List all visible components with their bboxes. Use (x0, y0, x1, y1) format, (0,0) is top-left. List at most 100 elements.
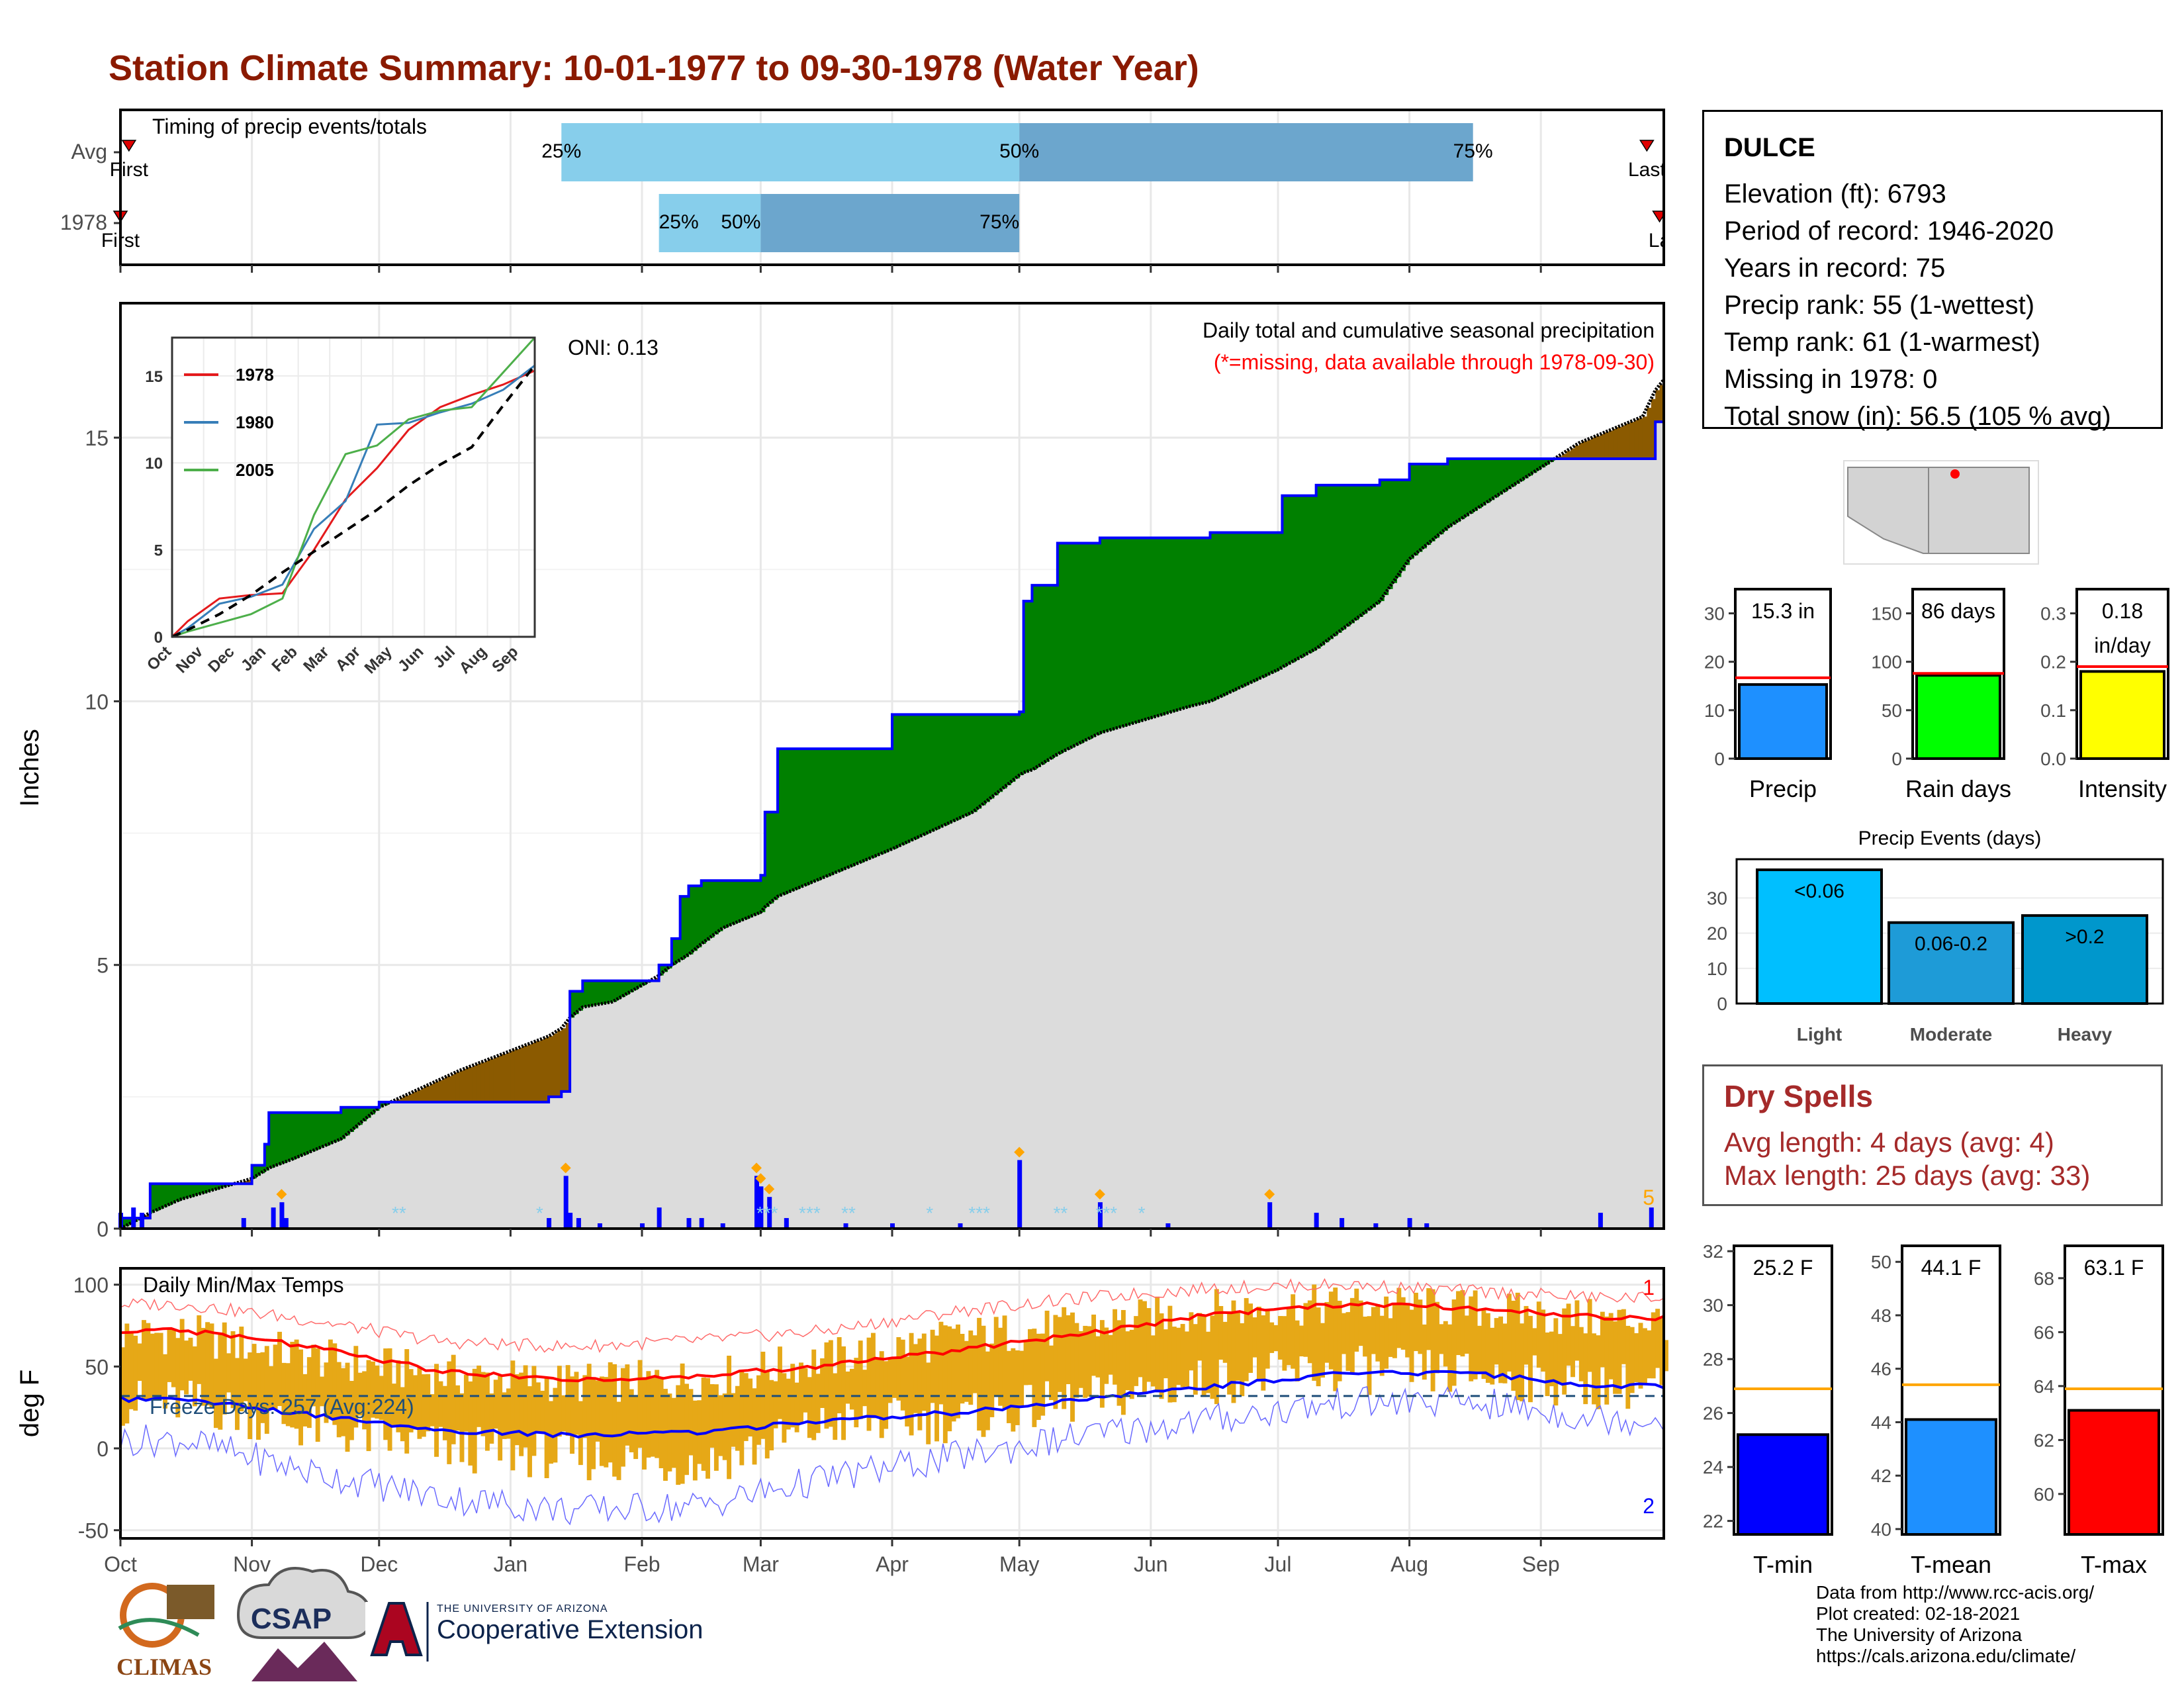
daily-temp-bar (213, 1358, 218, 1429)
below-avg-area (527, 1044, 533, 1102)
above-avg-area (1015, 714, 1020, 779)
daily-temp-bar (226, 1353, 232, 1393)
daily-temp-bar (1218, 1305, 1224, 1360)
below-avg-area (1604, 432, 1610, 459)
daily-temp-bar (349, 1381, 354, 1440)
below-avg-area (463, 1068, 469, 1102)
above-avg-area (884, 749, 889, 853)
daily-temp-bar (752, 1388, 757, 1465)
above-avg-area (1337, 485, 1342, 633)
above-avg-area (989, 714, 995, 799)
above-avg-area (209, 1184, 214, 1192)
daily-temp-bar (1142, 1301, 1147, 1394)
t-mean-tick-label: 44 (1871, 1412, 1891, 1432)
above-avg-area (1159, 538, 1164, 716)
daily-temp-bar (938, 1321, 944, 1405)
daily-temp-bar (1269, 1322, 1275, 1353)
above-avg-area (760, 875, 766, 913)
daily-temp-bar (306, 1357, 312, 1429)
above-avg-area (595, 980, 600, 1006)
snow-marker: ** (841, 1203, 856, 1223)
daily-temp-bar (124, 1323, 130, 1424)
above-avg-area (218, 1184, 223, 1189)
daily-temp-bar (1647, 1330, 1652, 1379)
above-avg-area (1057, 543, 1062, 755)
above-avg-area (1011, 714, 1016, 782)
above-avg-area (1342, 485, 1347, 630)
daily-temp-bar (934, 1335, 939, 1442)
below-avg-area (1638, 418, 1643, 459)
below-avg-area (1625, 423, 1631, 459)
daily-temp-bar (815, 1374, 821, 1433)
daily-temp-bar (642, 1377, 647, 1470)
daily-temp-bar (1604, 1316, 1610, 1405)
daily-precip-bar (131, 1207, 136, 1229)
daily-temp-bar (218, 1335, 223, 1430)
above-avg-area (879, 749, 884, 855)
uaz-extension-logo: THE UNIVERSITY OF ARIZONA Cooperative Ex… (437, 1603, 703, 1645)
below-avg-area (510, 1051, 516, 1102)
daily-temp-bar (968, 1330, 974, 1405)
events-category-label: Light (1797, 1024, 1842, 1045)
below-avg-area (1596, 436, 1601, 459)
snow-marker: *** (968, 1203, 990, 1223)
inset-series-1980 (171, 364, 535, 638)
daily-temp-bar (811, 1349, 817, 1440)
above-avg-area (1113, 538, 1118, 729)
station-snow: Total snow (in): 56.5 (105 % avg) (1724, 402, 2111, 431)
t-max-title: T-max (2081, 1551, 2147, 1578)
daily-temp-bar (713, 1384, 719, 1471)
intensity-value-label: 0.18 (2102, 599, 2143, 623)
below-avg-area (426, 1086, 431, 1102)
timing-p75-label: 75% (979, 211, 1019, 233)
daily-temp-bar (917, 1338, 923, 1430)
above-avg-area (1006, 714, 1011, 786)
daily-temp-bar (1231, 1300, 1236, 1403)
above-avg-area (591, 980, 596, 1006)
below-avg-area (655, 978, 660, 981)
daily-precip-bar (1097, 1202, 1103, 1229)
daily-temp-bar (972, 1335, 978, 1393)
above-avg-area (197, 1184, 202, 1195)
above-avg-area (1138, 538, 1143, 722)
credit-plot-created: Plot created: 02-18-2021 (1816, 1603, 2021, 1624)
daily-precip-bar (758, 1186, 764, 1229)
month-tick-label: Sep (1522, 1552, 1560, 1576)
daily-temp-bar (956, 1324, 961, 1419)
daily-temp-bar (1494, 1318, 1499, 1365)
above-avg-area (1269, 532, 1275, 674)
daily-temp-bar (989, 1343, 995, 1417)
above-avg-area (1358, 485, 1363, 617)
t-max-tick-label: 68 (2034, 1268, 2054, 1289)
daily-temp-bar (1074, 1323, 1079, 1398)
daily-temp-bar (421, 1374, 426, 1437)
daily-temp-bar (820, 1358, 825, 1409)
above-avg-area (599, 980, 604, 1004)
first-marker (121, 140, 137, 152)
climas-wave-icon (118, 1618, 200, 1637)
daily-temp-bar (1120, 1310, 1126, 1415)
daily-precip-bar (1649, 1207, 1654, 1229)
daily-temp-bar (1375, 1304, 1381, 1362)
above-avg-area (1040, 585, 1046, 765)
above-avg-area (633, 980, 639, 990)
daily-temp-bar (1189, 1312, 1194, 1371)
above-avg-area (815, 749, 821, 881)
above-avg-area (629, 980, 634, 992)
daily-temp-bar (1541, 1309, 1546, 1372)
above-avg-area (1252, 532, 1257, 682)
above-avg-area (357, 1107, 363, 1125)
daily-temp-bar (1286, 1307, 1291, 1366)
daily-temp-bar (1333, 1288, 1338, 1391)
daily-temp-bar (251, 1344, 257, 1410)
daily-temp-bar (701, 1377, 706, 1471)
daily-temp-bar (926, 1362, 931, 1444)
above-avg-area (298, 1112, 304, 1157)
below-avg-area (1629, 422, 1635, 459)
above-avg-area (642, 980, 647, 986)
above-avg-area (205, 1184, 210, 1192)
above-avg-area (175, 1184, 181, 1202)
below-avg-area (540, 1039, 545, 1102)
daily-temp-bar (1265, 1309, 1270, 1369)
daily-temp-bar (375, 1365, 380, 1419)
